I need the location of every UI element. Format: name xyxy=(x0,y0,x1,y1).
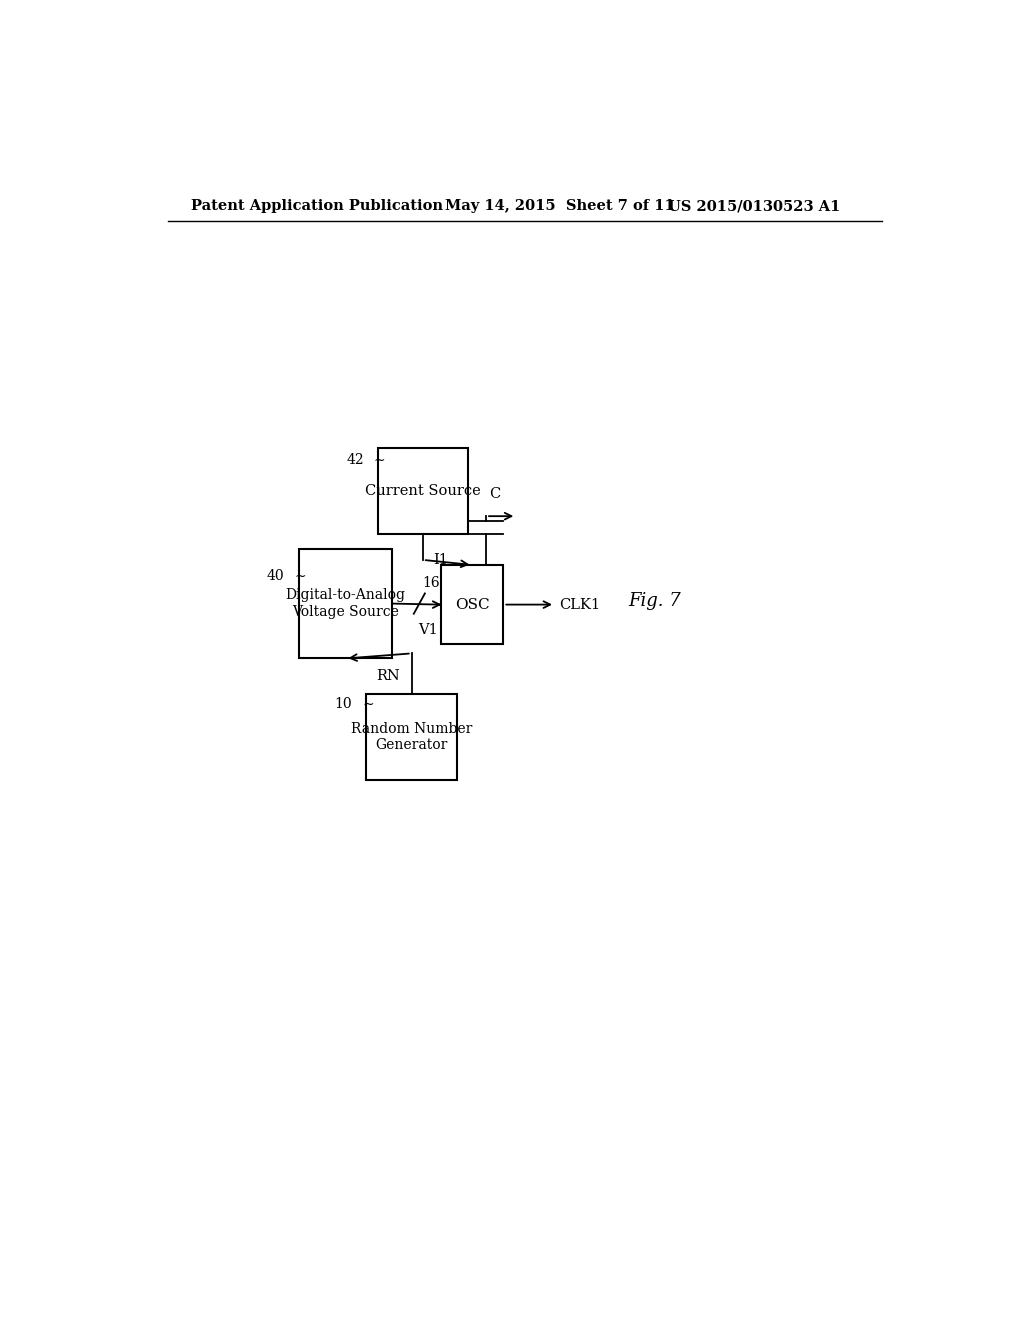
Text: 10: 10 xyxy=(334,697,352,711)
Text: Current Source: Current Source xyxy=(365,484,480,498)
Text: ∼: ∼ xyxy=(374,453,386,467)
Text: 16: 16 xyxy=(423,577,440,590)
Text: Digital-to-Analog
Voltage Source: Digital-to-Analog Voltage Source xyxy=(286,589,406,619)
Text: I1: I1 xyxy=(433,553,449,566)
Text: Patent Application Publication: Patent Application Publication xyxy=(191,199,443,213)
Text: RN: RN xyxy=(376,669,399,684)
Bar xyxy=(299,549,392,659)
Bar xyxy=(367,694,458,780)
Text: ∼: ∼ xyxy=(362,697,374,711)
Text: 40: 40 xyxy=(266,569,285,583)
Bar xyxy=(441,565,504,644)
Text: ∼: ∼ xyxy=(295,569,306,583)
Text: 42: 42 xyxy=(346,453,364,467)
Text: C: C xyxy=(489,487,501,500)
Text: OSC: OSC xyxy=(455,598,489,611)
Text: May 14, 2015  Sheet 7 of 11: May 14, 2015 Sheet 7 of 11 xyxy=(445,199,675,213)
Text: V1: V1 xyxy=(418,623,437,636)
Text: Random Number
Generator: Random Number Generator xyxy=(351,722,472,752)
Bar xyxy=(378,447,468,535)
Text: CLK1: CLK1 xyxy=(559,598,600,611)
Text: Fig. 7: Fig. 7 xyxy=(628,591,681,610)
Text: US 2015/0130523 A1: US 2015/0130523 A1 xyxy=(668,199,840,213)
